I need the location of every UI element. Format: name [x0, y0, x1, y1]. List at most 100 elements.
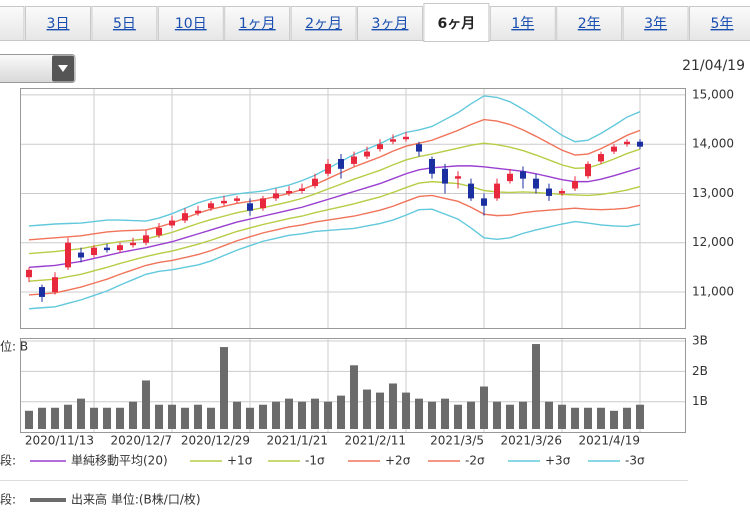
x-tick-label: 2021/4/19: [578, 434, 640, 448]
volume-bar: [285, 398, 293, 429]
candle-body: [520, 171, 526, 179]
volume-bar: [571, 407, 579, 429]
y-tick-label: 11,000: [692, 284, 734, 298]
candle-body: [182, 213, 188, 221]
volume-bar: [272, 401, 280, 429]
tab-box[interactable]: [556, 6, 623, 41]
tab[interactable]: 6ヶ月: [423, 3, 490, 42]
tab-box[interactable]: [622, 6, 689, 41]
tab-label[interactable]: 1ヶ月: [239, 16, 276, 32]
candle-body: [507, 173, 513, 182]
tab-box[interactable]: [689, 6, 750, 41]
band-line: [28, 142, 641, 255]
candle-body: [455, 176, 461, 179]
band-line: [28, 194, 641, 296]
x-tick-label: 2021/3/5: [430, 434, 484, 448]
tab[interactable]: 2ヶ月: [290, 6, 357, 41]
volume-bar: [545, 401, 553, 429]
x-tick-label: 2021/1/21: [266, 434, 328, 448]
volume-bar: [64, 404, 72, 429]
tab[interactable]: 1ヶ月: [224, 6, 291, 41]
candle-body: [78, 252, 84, 258]
tab[interactable]: 1年: [489, 6, 556, 41]
volume-bar: [584, 407, 592, 429]
volume-bar: [532, 344, 540, 429]
candle-body: [351, 156, 357, 164]
tab-box[interactable]: [290, 6, 357, 41]
tab-label[interactable]: 6ヶ月: [438, 16, 476, 32]
unit-label: 位: B: [0, 339, 28, 354]
legend-label: 単純移動平均(20): [71, 454, 168, 468]
candle-body: [156, 227, 162, 236]
candle-body: [377, 144, 383, 150]
volume-bar: [493, 401, 501, 429]
plot: 11,000 12,000 13,000 14,000 15,000 1B 2B 3B 位: B…: [0, 87, 734, 506]
volume-bar: [38, 407, 46, 429]
volume-bar: [558, 404, 566, 429]
legend-label: +3σ: [545, 454, 571, 468]
band-line: [28, 118, 641, 241]
tab[interactable]: 5日: [91, 6, 158, 41]
tab-box[interactable]: [357, 6, 423, 41]
tab-label[interactable]: 10日: [175, 16, 207, 32]
tab-box[interactable]: [489, 6, 556, 41]
candle-body: [585, 163, 591, 177]
volume-bar: [350, 365, 358, 429]
tab[interactable]: 3日: [25, 6, 91, 41]
volume-bar: [129, 401, 137, 429]
candle-body: [221, 200, 227, 204]
tab-box[interactable]: [91, 6, 158, 41]
dropdown[interactable]: [0, 54, 76, 83]
tab-box[interactable]: [423, 3, 490, 42]
x-tick-label: 2020/12/29: [181, 434, 250, 448]
volume-bar: [259, 404, 267, 429]
tab[interactable]: [0, 6, 25, 41]
tab[interactable]: 3ヶ月: [357, 6, 423, 41]
volume-bar: [25, 410, 33, 429]
volume-bar: [415, 398, 423, 429]
tab-label[interactable]: 3日: [47, 16, 70, 32]
candle-body: [559, 190, 565, 194]
candle-body: [91, 247, 97, 256]
tab[interactable]: 5年: [689, 6, 750, 41]
candle-body: [481, 198, 487, 206]
legend-label: -3σ: [625, 454, 645, 468]
volume-bar: [116, 407, 124, 429]
tab-box[interactable]: [25, 6, 91, 41]
tab[interactable]: 3年: [622, 6, 689, 41]
tab-label[interactable]: 5日: [113, 16, 136, 32]
volume-bar: [636, 404, 644, 429]
candle-body: [572, 181, 578, 189]
tab[interactable]: 2年: [556, 6, 623, 41]
volume-bar: [428, 401, 436, 429]
candle-body: [247, 203, 253, 211]
volume-bar: [506, 404, 514, 429]
volume-bar: [610, 410, 618, 429]
tab-label[interactable]: 1年: [511, 16, 534, 32]
volume-bar: [168, 404, 176, 429]
volume-bar: [207, 407, 215, 429]
x-tick-label: 2020/11/13: [25, 434, 94, 448]
tab-label[interactable]: 3ヶ月: [372, 16, 409, 32]
tab-box[interactable]: [157, 6, 224, 41]
tab-label[interactable]: 5年: [711, 16, 734, 32]
tab-label[interactable]: 2ヶ月: [305, 16, 342, 32]
volume-bar: [103, 407, 111, 429]
volume-bar: [623, 407, 631, 429]
volume-bar: [233, 401, 241, 429]
candle-body: [390, 139, 396, 142]
y-tick-label: 1B: [692, 394, 708, 408]
legend-prefix: 段:: [0, 453, 16, 468]
tab[interactable]: 10日: [157, 6, 224, 41]
y-tick-label: 13,000: [692, 186, 734, 200]
candle-body: [195, 210, 201, 214]
candle-body: [117, 245, 123, 251]
x-tick-label: 2021/3/26: [500, 434, 562, 448]
tab-label[interactable]: 3年: [644, 16, 667, 32]
tab-box[interactable]: [224, 6, 291, 41]
volume-bar: [402, 392, 410, 429]
tab-label[interactable]: 2年: [578, 16, 601, 32]
legend-prefix: 段:: [0, 492, 16, 507]
